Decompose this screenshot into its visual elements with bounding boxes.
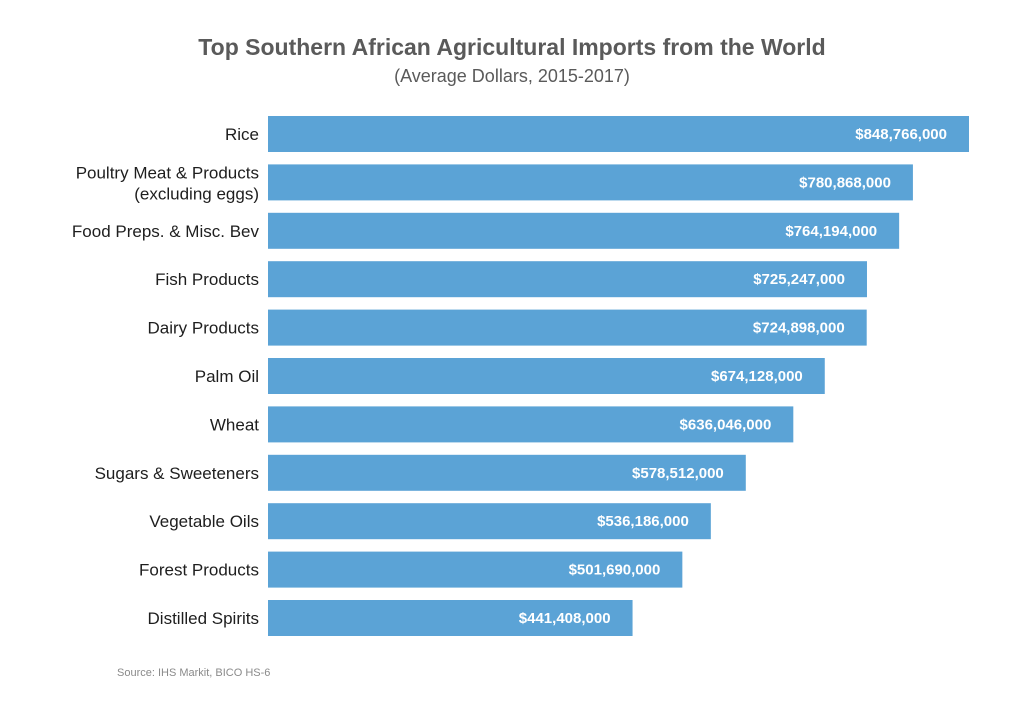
category-label-1: Poultry Meat & Products (excluding eggs) xyxy=(76,163,259,203)
bar-value-label-7: $578,512,000 xyxy=(632,465,724,482)
bar-value-label-4: $724,898,000 xyxy=(753,320,845,337)
bar-7 xyxy=(268,454,746,491)
bar-value-label-5: $674,128,000 xyxy=(711,368,803,385)
category-label-4: Dairy Products xyxy=(148,319,259,338)
bar-value-label-9: $501,690,000 xyxy=(569,562,661,579)
bar-5 xyxy=(268,358,825,394)
bar-1 xyxy=(268,164,913,201)
bar-value-label-1: $780,868,000 xyxy=(799,174,891,191)
category-label-0: Rice xyxy=(225,125,259,144)
bar-value-label-10: $441,408,000 xyxy=(519,610,611,627)
category-label-7: Sugars & Sweeteners xyxy=(95,464,259,483)
category-label-10: Distilled Spirits xyxy=(148,609,259,628)
bar-8 xyxy=(268,503,711,540)
bar-2 xyxy=(268,212,900,249)
bar-value-label-0: $848,766,000 xyxy=(855,126,947,143)
bar-3 xyxy=(268,261,867,298)
bar-value-label-6: $636,046,000 xyxy=(680,416,772,433)
bar-value-label-3: $725,247,000 xyxy=(753,271,845,288)
chart-title: Top Southern African Agricultural Import… xyxy=(198,34,826,60)
source-note: Source: IHS Markit, BICO HS-6 xyxy=(117,667,271,679)
chart-subtitle: (Average Dollars, 2015-2017) xyxy=(394,66,630,86)
bar-value-label-2: $764,194,000 xyxy=(785,223,877,240)
bar-0 xyxy=(268,116,969,152)
category-label-3: Fish Products xyxy=(155,270,259,289)
category-label-8: Vegetable Oils xyxy=(149,512,259,531)
category-label-6: Wheat xyxy=(210,415,259,434)
category-label-2: Food Preps. & Misc. Bev xyxy=(72,222,260,241)
bar-4 xyxy=(268,309,867,346)
bar-6 xyxy=(268,406,794,443)
bar-9 xyxy=(268,551,683,588)
bar-value-label-8: $536,186,000 xyxy=(597,513,689,530)
bar-10 xyxy=(268,600,633,636)
category-label-5: Palm Oil xyxy=(195,367,259,386)
category-label-9: Forest Products xyxy=(139,561,259,580)
